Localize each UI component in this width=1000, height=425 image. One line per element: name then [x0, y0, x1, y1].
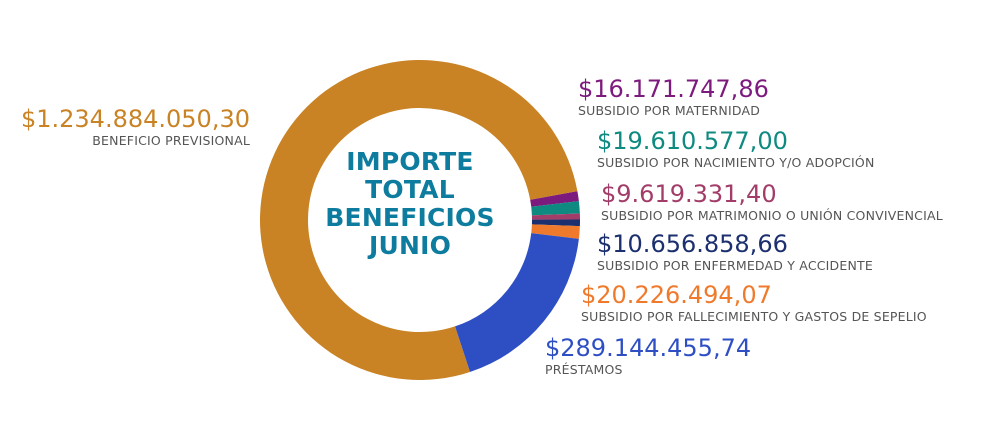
label-maternidad: $16.171.747,86 SUBSIDIO POR MATERNIDAD [578, 75, 769, 119]
label-nacimiento-desc: SUBSIDIO POR NACIMIENTO Y/O ADOPCIÓN [597, 155, 875, 170]
label-enfermedad: $10.656.858,66 SUBSIDIO POR ENFERMEDAD Y… [597, 230, 873, 274]
label-nacimiento-amount: $19.610.577,00 [597, 127, 788, 155]
chart-title: IMPORTE TOTAL BENEFICIOS JUNIO [320, 148, 500, 260]
label-fallecimiento-desc: SUBSIDIO POR FALLECIMIENTO Y GASTOS DE S… [581, 309, 927, 324]
label-maternidad-desc: SUBSIDIO POR MATERNIDAD [578, 103, 761, 118]
chart-title-line-3: BENEFICIOS [325, 203, 495, 232]
label-enfermedad-desc: SUBSIDIO POR ENFERMEDAD Y ACCIDENTE [597, 258, 873, 273]
chart-title-line-2: TOTAL [365, 175, 455, 204]
slice-1 [530, 191, 579, 207]
label-previsional-amount: $1.234.884.050,30 [20, 105, 250, 133]
label-enfermedad-amount: $10.656.858,66 [597, 230, 788, 258]
label-matrimonio-amount: $9.619.331,40 [601, 180, 777, 208]
label-prestamos-desc: PRÉSTAMOS [545, 362, 623, 377]
label-prestamos-amount: $289.144.455,74 [545, 334, 752, 362]
slice-6 [454, 233, 579, 373]
label-matrimonio-desc: SUBSIDIO POR MATRIMONIO O UNIÓN CONVIVEN… [601, 208, 943, 223]
slice-2 [531, 201, 580, 216]
label-nacimiento: $19.610.577,00 SUBSIDIO POR NACIMIENTO Y… [597, 127, 875, 171]
label-matrimonio: $9.619.331,40 SUBSIDIO POR MATRIMONIO O … [601, 180, 943, 224]
slice-5 [531, 224, 580, 239]
slice-4 [531, 219, 580, 227]
slice-3 [531, 213, 580, 220]
label-prestamos: $289.144.455,74 PRÉSTAMOS [545, 334, 751, 378]
label-previsional: $1.234.884.050,30 BENEFICIO PREVISIONAL [0, 105, 250, 149]
label-fallecimiento: $20.226.494,07 SUBSIDIO POR FALLECIMIENT… [581, 281, 927, 325]
label-previsional-desc: BENEFICIO PREVISIONAL [92, 133, 250, 148]
label-fallecimiento-amount: $20.226.494,07 [581, 281, 772, 309]
label-maternidad-amount: $16.171.747,86 [578, 75, 769, 103]
slice-7 [260, 60, 578, 380]
chart-title-line-1: IMPORTE [346, 147, 474, 176]
chart-title-line-4: JUNIO [368, 231, 452, 260]
